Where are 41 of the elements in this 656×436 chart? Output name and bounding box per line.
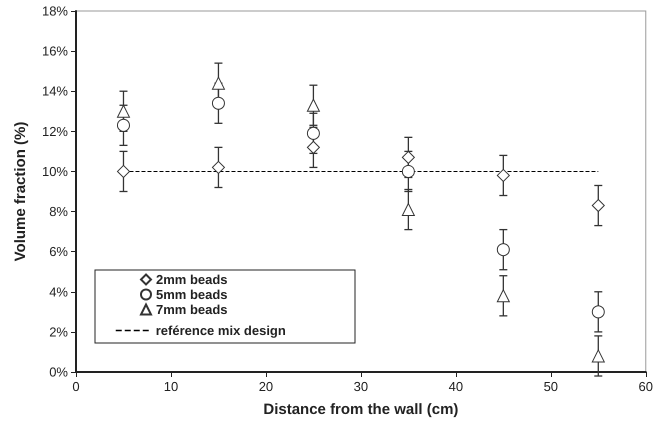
- x-axis-title: Distance from the wall (cm): [263, 401, 458, 418]
- y-tick-label: 16%: [42, 44, 68, 59]
- y-tick-label: 10%: [42, 164, 68, 179]
- legend-label: reférence mix design: [156, 323, 286, 338]
- point: [402, 164, 415, 178]
- point: [116, 104, 130, 118]
- point: [496, 168, 510, 182]
- point: [592, 305, 605, 318]
- point: [592, 349, 605, 362]
- point: [212, 160, 225, 174]
- point: [402, 150, 415, 164]
- point: [496, 289, 510, 302]
- legend-label: 5mm beads: [156, 287, 228, 302]
- legend-label: 7mm beads: [156, 302, 228, 317]
- point: [116, 118, 130, 132]
- x-tick-label: 0: [72, 379, 80, 394]
- y-tick-label: 2%: [49, 324, 68, 340]
- y-tick-label: 14%: [42, 84, 68, 99]
- point: [306, 126, 320, 140]
- y-tick-label: 6%: [49, 244, 68, 260]
- x-tick-label: 50: [544, 379, 558, 394]
- point: [496, 243, 510, 256]
- y-tick-label: 8%: [49, 204, 68, 220]
- legend-label: 2mm beads: [156, 272, 228, 287]
- x-tick-label: 60: [638, 379, 654, 394]
- x-tick-label: 30: [354, 379, 368, 394]
- x-tick-label: 10: [164, 379, 178, 394]
- y-tick-label: 18%: [42, 4, 68, 18]
- point: [402, 203, 415, 216]
- y-tick-label: 4%: [49, 284, 68, 300]
- point: [116, 164, 130, 178]
- y-tick-label: 12%: [42, 124, 68, 139]
- point: [306, 98, 320, 112]
- point: [212, 76, 225, 90]
- y-tick-label: 0%: [49, 364, 68, 380]
- x-tick-label: 20: [258, 379, 274, 394]
- y-axis-title: Volume fraction (%): [12, 122, 29, 262]
- point: [212, 96, 225, 110]
- x-tick-label: 40: [448, 379, 464, 394]
- point: [592, 199, 605, 212]
- point: [306, 140, 320, 154]
